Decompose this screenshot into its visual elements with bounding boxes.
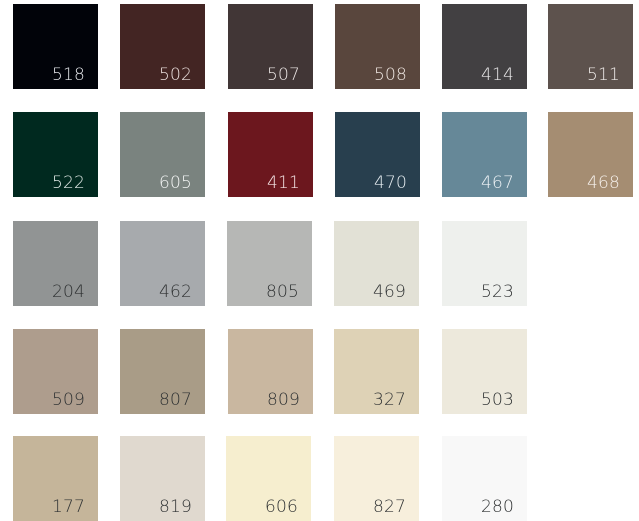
color-code-label: 469	[373, 284, 406, 301]
color-swatch[interactable]: 468	[548, 112, 633, 197]
color-swatch[interactable]: 280	[442, 436, 527, 521]
color-swatch[interactable]: 809	[228, 329, 313, 414]
color-swatch[interactable]: 177	[13, 436, 98, 521]
color-swatch[interactable]: 467	[442, 112, 527, 197]
color-swatch[interactable]: 327	[334, 329, 419, 414]
color-swatch[interactable]: 509	[13, 329, 98, 414]
color-code-label: 809	[267, 392, 300, 409]
color-code-label: 807	[159, 392, 192, 409]
color-code-label: 522	[52, 175, 85, 192]
color-code-label: 502	[159, 67, 192, 84]
swatch-row: 509 807 809 327 503	[0, 329, 639, 414]
color-swatch[interactable]: 518	[13, 4, 98, 89]
color-code-label: 523	[481, 284, 514, 301]
color-swatch[interactable]: 507	[228, 4, 313, 89]
swatch-row: 522 605 411 470 467 468	[0, 112, 639, 197]
color-code-label: 467	[481, 175, 514, 192]
color-swatch[interactable]: 414	[442, 4, 527, 89]
color-code-label: 508	[374, 67, 407, 84]
color-swatch[interactable]: 606	[226, 436, 311, 521]
color-swatch[interactable]: 503	[442, 329, 527, 414]
color-code-label: 327	[373, 392, 406, 409]
color-code-label: 605	[159, 175, 192, 192]
color-swatch[interactable]: 511	[548, 4, 633, 89]
color-swatch[interactable]: 605	[120, 112, 205, 197]
color-code-label: 827	[373, 499, 406, 516]
color-code-label: 507	[267, 67, 300, 84]
color-swatch[interactable]: 819	[120, 436, 205, 521]
color-code-label: 518	[52, 67, 85, 84]
color-code-label: 805	[266, 284, 299, 301]
swatch-row: 518 502 507 508 414 511	[0, 4, 639, 89]
color-swatch[interactable]: 204	[13, 221, 98, 306]
color-code-label: 509	[52, 392, 85, 409]
color-code-label: 503	[481, 392, 514, 409]
color-swatch[interactable]: 805	[227, 221, 312, 306]
color-swatch[interactable]: 469	[334, 221, 419, 306]
color-code-label: 511	[587, 67, 620, 84]
color-swatch[interactable]: 462	[120, 221, 205, 306]
color-swatch[interactable]: 807	[120, 329, 205, 414]
color-code-label: 411	[267, 175, 300, 192]
color-code-label: 468	[587, 175, 620, 192]
color-code-label: 462	[159, 284, 192, 301]
color-code-label: 280	[481, 499, 514, 516]
color-code-label: 414	[481, 67, 514, 84]
color-code-label: 204	[52, 284, 85, 301]
color-swatch[interactable]: 522	[13, 112, 98, 197]
color-swatch[interactable]: 523	[442, 221, 527, 306]
swatch-row: 204 462 805 469 523	[0, 221, 639, 306]
color-code-label: 470	[374, 175, 407, 192]
color-code-label: 606	[265, 499, 298, 516]
color-swatch[interactable]: 411	[228, 112, 313, 197]
color-swatch[interactable]: 502	[120, 4, 205, 89]
swatch-row: 177 819 606 827 280	[0, 436, 639, 521]
color-code-label: 177	[52, 499, 85, 516]
color-swatch[interactable]: 827	[334, 436, 419, 521]
color-code-label: 819	[159, 499, 192, 516]
color-swatch[interactable]: 508	[335, 4, 420, 89]
color-swatch[interactable]: 470	[335, 112, 420, 197]
